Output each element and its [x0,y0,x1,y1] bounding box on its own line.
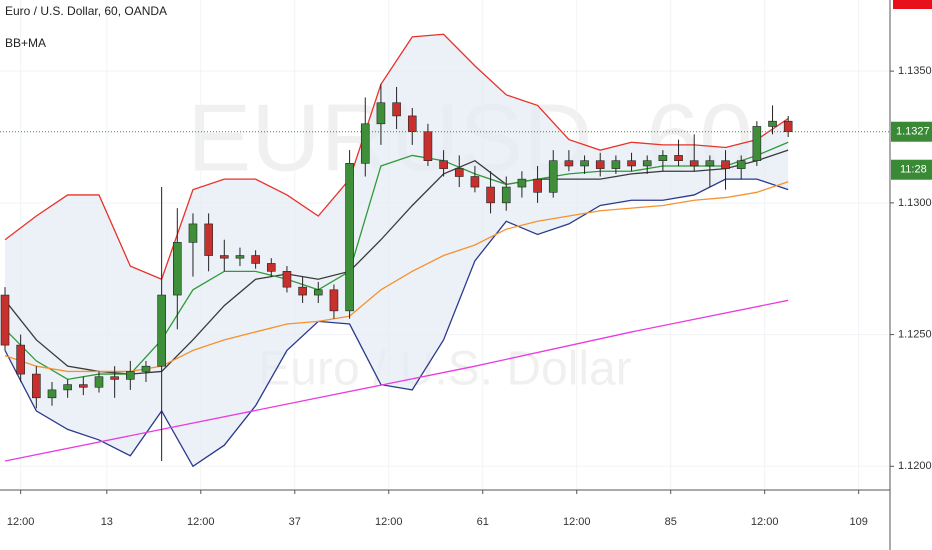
countdown-label: 11:28 [900,164,927,176]
candle-body [768,120,777,127]
candle-body [439,160,448,169]
x-tick-label: 85 [665,516,677,528]
x-tick-label: 12:00 [7,516,35,528]
candle-body [329,289,339,312]
overlay-line [4,141,789,381]
candle-body [705,160,715,167]
overlay-line [4,181,789,373]
alert-bar [893,0,932,9]
candle-body [204,223,213,256]
candle-body [173,242,182,296]
y-tick-label: 1.1200 [898,460,932,472]
candle-body [580,160,589,167]
candle-body [360,123,370,164]
candle-body [313,289,323,296]
candle-body [157,294,166,367]
candle-body [0,294,10,346]
plot [0,0,890,490]
watermark-name: Euro / U.S. Dollar [258,343,631,396]
candle-body [611,160,621,169]
candle-body [564,160,574,167]
candle-body [689,160,699,167]
candle-body [595,160,605,169]
x-tick-label: 12:00 [563,516,591,528]
candle-body [47,389,57,399]
overlay-line [4,299,789,462]
candle-body [298,286,307,296]
candle-body [658,155,668,161]
x-tick-label: 37 [289,516,301,528]
candle-body [501,186,511,204]
candle-body [376,102,386,125]
candle-body [235,255,245,259]
x-tick-label: 12:00 [751,516,779,528]
band-fill [5,34,789,467]
candle-body [110,376,119,380]
candle-body [470,176,480,188]
candle-body [32,373,41,399]
candle-body [674,155,683,161]
candle-body [783,120,793,133]
candle-body [94,376,104,388]
candle-body [752,126,762,161]
candle-body [736,160,746,169]
x-tick-label: 12:00 [187,516,215,528]
candle-body [345,163,354,312]
candle-body [548,160,558,193]
overlay-line [4,33,789,281]
last-price-box [891,121,932,142]
countdown-box [891,159,932,180]
y-tick-label: 1.1300 [898,197,932,209]
candle-body [423,131,433,161]
candle-body [219,255,229,259]
candle-body [407,115,417,133]
chart-title: Euro / U.S. Dollar, 60, OANDA [5,4,167,18]
candle-body [16,344,25,375]
x-tick-label: 13 [101,516,113,528]
candle-body [79,384,88,388]
candle-body [533,178,542,193]
candle-body [627,160,636,167]
candle-body [126,371,135,380]
candle-body [266,263,276,272]
candle-body [517,178,527,188]
last-price-label: 1.1327 [896,126,930,138]
overlay-line [4,149,789,375]
candle-body [141,365,151,372]
candle-body [486,186,495,204]
x-tick-label: 12:00 [375,516,403,528]
candle-body [63,384,72,391]
candle-body [282,271,292,288]
candle-body [188,223,198,243]
indicator-label: BB+MA [5,36,46,50]
x-tick-label: 109 [849,516,867,528]
x-tick-label: 61 [477,516,489,528]
candle-body [251,255,260,264]
overlay-line [4,178,789,468]
candle-body [454,168,464,177]
candle-body [392,102,401,117]
y-tick-label: 1.1350 [898,65,932,77]
y-tick-label: 1.1250 [898,328,932,340]
candle-body [642,160,652,167]
candle-body [721,160,730,169]
